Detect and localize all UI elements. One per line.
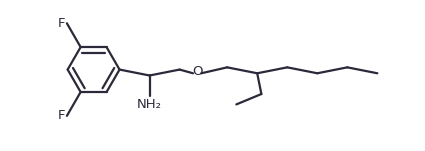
Text: F: F	[57, 17, 65, 30]
Text: O: O	[192, 65, 202, 78]
Text: F: F	[57, 109, 65, 122]
Text: NH₂: NH₂	[137, 98, 162, 111]
